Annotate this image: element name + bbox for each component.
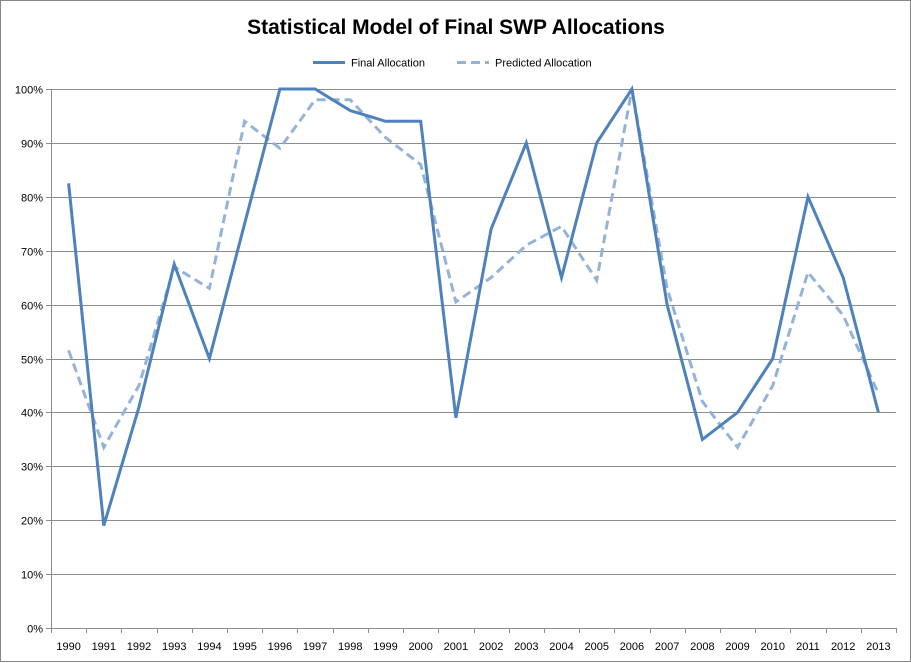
y-tick-label: 10% <box>21 570 43 582</box>
x-tick-label: 1990 <box>56 641 80 653</box>
y-tick-label: 20% <box>21 516 43 528</box>
x-tick-label: 1998 <box>338 641 362 653</box>
y-tick-label: 30% <box>21 462 43 474</box>
y-tick-label: 0% <box>27 624 43 636</box>
series-lines <box>69 89 879 526</box>
y-tick-label: 40% <box>21 408 43 420</box>
series-line-final-allocation <box>69 89 879 526</box>
x-tick-label: 1997 <box>303 641 327 653</box>
chart-title: Statistical Model of Final SWP Allocatio… <box>247 16 665 39</box>
x-tick-label: 2003 <box>514 641 538 653</box>
x-tick-label: 2002 <box>479 641 503 653</box>
x-tick-label: 2001 <box>444 641 468 653</box>
gridlines <box>51 90 896 575</box>
y-tick-label: 90% <box>21 139 43 151</box>
x-tick-labels: 1990 1991 1992 1993 1994 1995 1996 1997 1998 1999… <box>56 641 890 653</box>
x-tick-label: 1992 <box>127 641 151 653</box>
x-tick-label: 2007 <box>655 641 679 653</box>
legend: Final Allocation Predicted Allocation <box>313 58 592 70</box>
x-tick-label: 2011 <box>796 641 820 653</box>
x-tick-label: 2012 <box>831 641 855 653</box>
x-tick-label: 1995 <box>232 641 256 653</box>
x-tick-label: 2010 <box>761 641 785 653</box>
y-tick-label: 60% <box>21 301 43 313</box>
x-tick-label: 2009 <box>725 641 749 653</box>
y-tick-label: 80% <box>21 193 43 205</box>
y-tick-label: 100% <box>15 85 43 97</box>
x-tick-label: 2006 <box>620 641 644 653</box>
x-tick-label: 1994 <box>197 641 221 653</box>
x-tick-label: 2008 <box>690 641 714 653</box>
series-line-predicted-allocation <box>69 89 879 447</box>
x-tick-label: 1996 <box>268 641 292 653</box>
x-tick-label: 1991 <box>92 641 116 653</box>
y-tick-label: 70% <box>21 247 43 259</box>
x-tick-label: 1993 <box>162 641 186 653</box>
legend-label: Predicted Allocation <box>495 58 592 70</box>
x-tick-label: 2000 <box>408 641 432 653</box>
y-tick-label: 50% <box>21 355 43 367</box>
x-tick-label: 1999 <box>373 641 397 653</box>
legend-label: Final Allocation <box>351 58 425 70</box>
x-tick-label: 2005 <box>584 641 608 653</box>
x-tick-label: 2013 <box>866 641 890 653</box>
y-tick-labels: 0% 10% 20% 30% 40% 50% 60% 70% 80% 90% 100% <box>15 85 43 636</box>
axes <box>46 89 897 633</box>
x-tick-label: 2004 <box>549 641 573 653</box>
